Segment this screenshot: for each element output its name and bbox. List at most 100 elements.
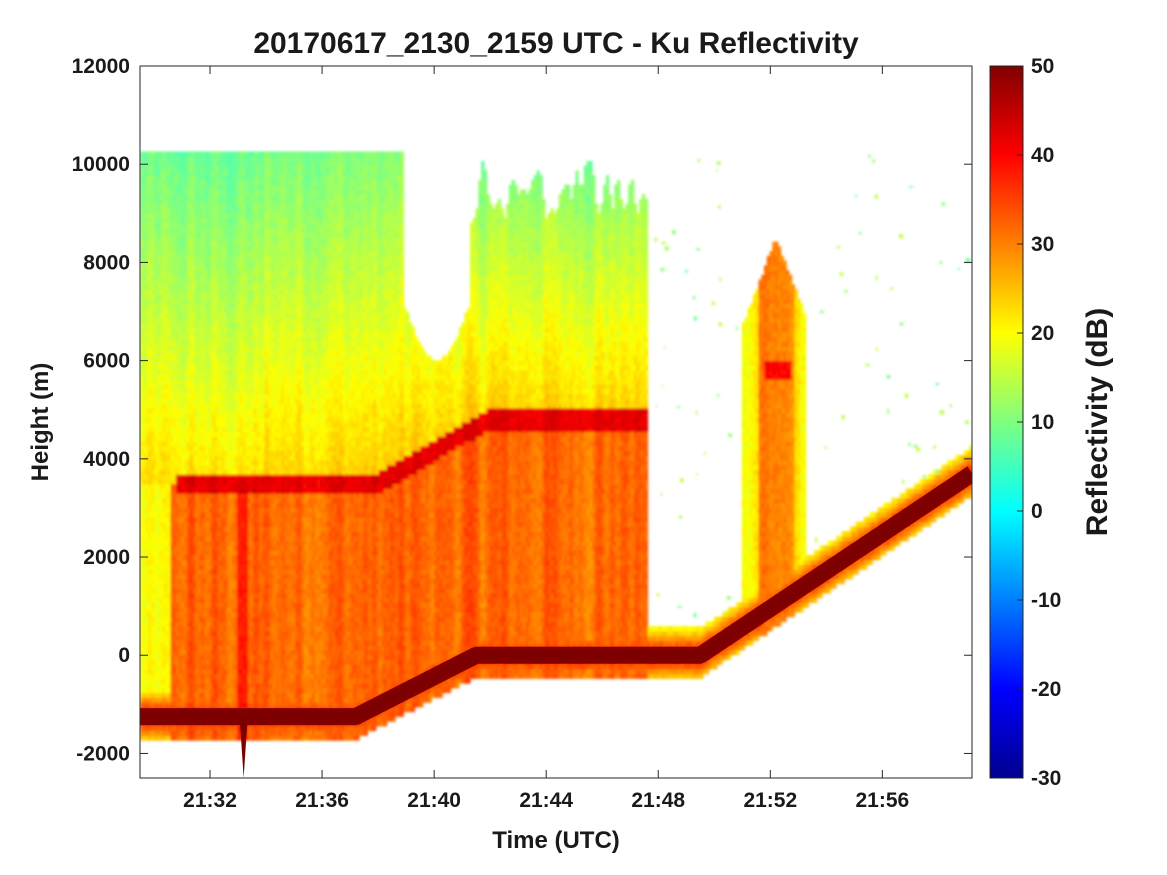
heatmap-cell bbox=[153, 369, 158, 376]
heatmap-cell bbox=[201, 198, 205, 205]
heatmap-cell bbox=[198, 573, 202, 580]
heatmap-cell bbox=[176, 654, 180, 660]
heatmap-cell bbox=[148, 507, 152, 513]
heatmap-cell bbox=[164, 588, 169, 594]
heatmap-cell bbox=[148, 564, 152, 570]
heatmap-cell bbox=[164, 360, 169, 366]
heatmap-cell bbox=[214, 597, 219, 603]
heatmap-cell bbox=[201, 559, 205, 565]
heatmap-cell bbox=[148, 659, 152, 665]
heatmap-cell bbox=[203, 455, 208, 461]
heatmap-cell bbox=[214, 607, 219, 613]
heatmap-cell bbox=[156, 507, 161, 513]
heatmap-cell bbox=[201, 621, 205, 627]
heatmap-cell bbox=[164, 369, 169, 376]
heatmap-cell bbox=[201, 189, 205, 195]
heatmap-cell bbox=[151, 160, 155, 167]
heatmap-cell bbox=[151, 274, 155, 281]
heatmap-cell bbox=[209, 535, 213, 542]
heatmap-cell bbox=[148, 626, 152, 632]
heatmap-cell bbox=[225, 365, 230, 371]
heatmap-cell bbox=[181, 365, 185, 371]
heatmap-cell bbox=[176, 725, 180, 732]
heatmap-cell bbox=[189, 583, 194, 589]
heatmap-cell bbox=[203, 725, 208, 732]
heatmap-cell bbox=[140, 303, 144, 309]
heatmap-cell bbox=[228, 170, 233, 176]
heatmap-cell bbox=[181, 179, 185, 186]
heatmap-cell bbox=[217, 412, 222, 418]
heatmap-cell bbox=[184, 697, 188, 703]
heatmap-cell bbox=[162, 502, 166, 509]
heatmap-cell bbox=[195, 289, 199, 295]
heatmap-cell bbox=[162, 645, 166, 651]
heatmap-cell bbox=[151, 692, 155, 698]
heatmap-cell bbox=[176, 293, 180, 300]
heatmap-cell bbox=[217, 289, 222, 295]
heatmap-cell bbox=[162, 436, 166, 442]
heatmap-cell bbox=[201, 208, 205, 214]
heatmap-cell bbox=[192, 607, 197, 613]
heatmap-cell bbox=[220, 151, 224, 157]
heatmap-cell bbox=[153, 331, 158, 338]
heatmap-cell bbox=[189, 554, 194, 561]
heatmap-cell bbox=[206, 403, 210, 409]
heatmap-cell bbox=[223, 417, 227, 423]
heatmap-cell bbox=[159, 497, 163, 504]
heatmap-cell bbox=[159, 692, 163, 698]
heatmap-cell bbox=[151, 497, 155, 504]
heatmap-cell bbox=[192, 203, 197, 209]
heatmap-cell bbox=[162, 327, 166, 333]
heatmap-cell bbox=[192, 284, 197, 290]
heatmap-cell bbox=[184, 422, 188, 428]
heatmap-cell bbox=[159, 645, 163, 651]
heatmap-cell bbox=[178, 222, 183, 228]
heatmap-cell bbox=[223, 341, 227, 347]
heatmap-cell bbox=[223, 208, 227, 214]
heatmap-cell bbox=[206, 554, 210, 561]
heatmap-cell bbox=[212, 635, 216, 641]
heatmap-cell bbox=[170, 194, 174, 200]
heatmap-cell bbox=[195, 308, 199, 314]
heatmap-cell bbox=[209, 327, 213, 333]
heatmap-cell bbox=[228, 341, 233, 347]
heatmap-cell bbox=[206, 388, 210, 395]
heatmap-cell bbox=[140, 531, 144, 537]
heatmap-cell bbox=[167, 635, 172, 641]
heatmap-cell bbox=[209, 412, 213, 418]
heatmap-cell bbox=[187, 255, 191, 262]
heatmap-cell bbox=[203, 478, 208, 485]
heatmap-cell bbox=[214, 379, 219, 385]
heatmap-cell bbox=[173, 545, 177, 551]
heatmap-cell bbox=[145, 654, 149, 660]
heatmap-cell bbox=[148, 184, 152, 191]
heatmap-cell bbox=[203, 507, 208, 513]
heatmap-cell bbox=[184, 611, 188, 618]
heatmap-cell bbox=[153, 440, 158, 447]
heatmap-cell bbox=[203, 208, 208, 214]
heatmap-cell bbox=[156, 246, 161, 252]
heatmap-cell bbox=[220, 507, 224, 513]
heatmap-cell bbox=[203, 630, 208, 637]
heatmap-cell bbox=[162, 260, 166, 266]
heatmap-cell bbox=[181, 270, 185, 276]
heatmap-cell bbox=[176, 578, 180, 584]
heatmap-cell bbox=[153, 198, 158, 205]
heatmap-cell bbox=[209, 388, 213, 395]
heatmap-cell bbox=[192, 583, 197, 589]
heatmap-cell bbox=[142, 374, 147, 380]
heatmap-cell bbox=[209, 474, 213, 480]
heatmap-cell bbox=[187, 725, 191, 732]
heatmap-cell bbox=[170, 251, 174, 257]
heatmap-cell bbox=[209, 450, 213, 456]
heatmap-cell bbox=[153, 255, 158, 262]
heatmap-cell bbox=[170, 303, 174, 309]
heatmap-cell bbox=[192, 702, 197, 708]
heatmap-cell bbox=[162, 265, 166, 271]
heatmap-cell bbox=[223, 431, 227, 437]
heatmap-cell bbox=[189, 559, 194, 565]
heatmap-cell bbox=[225, 502, 230, 509]
heatmap-cell bbox=[217, 255, 222, 262]
heatmap-cell bbox=[220, 478, 224, 485]
heatmap-cell bbox=[140, 626, 144, 632]
